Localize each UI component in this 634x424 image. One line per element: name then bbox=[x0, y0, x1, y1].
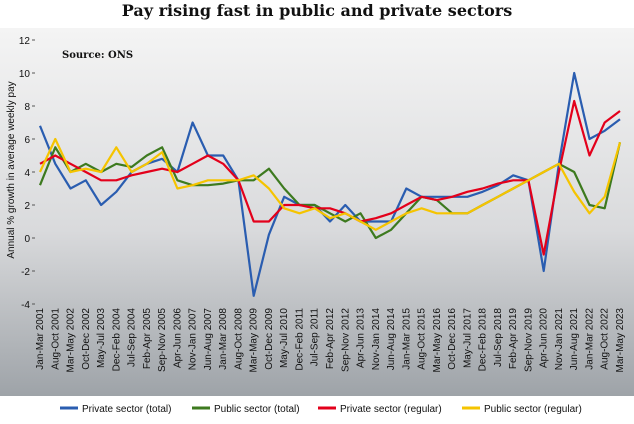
x-tick-label: Jun-Aug 2021 bbox=[569, 308, 580, 371]
y-axis-label: Annual % growth in average weekly pay bbox=[6, 81, 17, 258]
x-tick-label: Nov-Jan 2014 bbox=[371, 308, 382, 371]
x-tick-label: Jan-Mar 2015 bbox=[401, 308, 412, 370]
x-tick-label: Jul-Sep 2004 bbox=[127, 308, 138, 367]
x-tick-label: Nov-Jan 2021 bbox=[554, 308, 565, 371]
y-tick-label: 2 bbox=[24, 201, 30, 212]
x-tick-label: Dec-Feb 2004 bbox=[111, 308, 122, 372]
y-tick-label: 6 bbox=[24, 135, 30, 146]
x-tick-label: Jan-Mar 2001 bbox=[35, 308, 46, 370]
x-tick-label: Oct-Dec 2009 bbox=[264, 308, 275, 370]
x-tick-label: Apr-Jun 2013 bbox=[356, 308, 367, 368]
x-tick-label: Dec-Feb 2011 bbox=[294, 308, 305, 371]
x-tick-label: Mar-May 2009 bbox=[249, 308, 260, 373]
legend-label: Private sector (total) bbox=[82, 404, 171, 415]
series-line bbox=[39, 137, 622, 231]
photo-backdrop bbox=[0, 28, 634, 396]
x-tick-label: May-Jul 2017 bbox=[462, 308, 473, 368]
x-tick-label: Jun-Aug 2014 bbox=[386, 308, 397, 371]
x-tick-label: Aug-Oct 2015 bbox=[417, 308, 428, 370]
x-tick-label: Jan-Mar 2022 bbox=[584, 308, 595, 370]
x-tick-label: Oct-Dec 2016 bbox=[447, 308, 458, 370]
x-tick-label: May-Jul 2003 bbox=[96, 308, 107, 368]
y-tick-label: 12 bbox=[19, 36, 31, 47]
x-tick-label: Mar-May 2023 bbox=[615, 308, 626, 373]
legend-label: Private sector (regular) bbox=[340, 404, 442, 415]
y-tick-label: 4 bbox=[24, 168, 30, 179]
x-tick-label: Sep-Nov 2005 bbox=[157, 308, 168, 372]
x-tick-label: Jul-Sep 2018 bbox=[493, 308, 504, 367]
x-tick-label: Dec-Feb 2018 bbox=[478, 308, 489, 372]
y-tick-label: -4 bbox=[21, 300, 30, 311]
x-tick-label: May-Jul 2010 bbox=[279, 308, 290, 368]
x-tick-label: Sep-Nov 2012 bbox=[340, 308, 351, 372]
x-tick-label: Jul-Sep 2011 bbox=[310, 308, 321, 367]
y-tick-label: 8 bbox=[24, 102, 30, 113]
x-tick-label: Jun-Aug 2007 bbox=[203, 308, 214, 371]
x-tick-label: Mar-May 2002 bbox=[66, 308, 77, 373]
x-tick-label: Nov-Jan 2007 bbox=[188, 308, 199, 371]
x-tick-label: Oct-Dec 2002 bbox=[81, 308, 92, 370]
x-tick-label: Jan-Mar 2008 bbox=[218, 308, 229, 370]
annotation: Source: ONS bbox=[62, 50, 133, 61]
x-tick-label: Feb-Apr 2019 bbox=[508, 308, 519, 370]
y-tick-label: 0 bbox=[24, 234, 30, 245]
x-tick-label: Aug-Oct 2008 bbox=[233, 308, 244, 370]
y-tick-label: 10 bbox=[19, 69, 31, 80]
legend-band bbox=[0, 396, 634, 424]
x-tick-label: Apr-Jun 2006 bbox=[172, 308, 183, 368]
x-tick-label: Aug-Oct 2022 bbox=[600, 308, 611, 370]
legend-label: Public sector (total) bbox=[214, 404, 300, 415]
x-tick-label: Feb-Apr 2012 bbox=[325, 308, 336, 370]
legend-label: Public sector (regular) bbox=[484, 404, 582, 415]
y-tick-label: -2 bbox=[21, 267, 30, 278]
series-line bbox=[39, 99, 621, 256]
x-tick-label: Mar-May 2016 bbox=[432, 308, 443, 373]
x-tick-label: Aug-Oct 2001 bbox=[50, 308, 61, 370]
chart-title: Pay rising fast in public and private se… bbox=[122, 1, 512, 20]
x-tick-label: Sep-Nov 2019 bbox=[523, 308, 534, 372]
x-tick-label: Feb-Apr 2005 bbox=[142, 308, 153, 370]
x-tick-label: Apr-Jun 2020 bbox=[539, 308, 550, 368]
